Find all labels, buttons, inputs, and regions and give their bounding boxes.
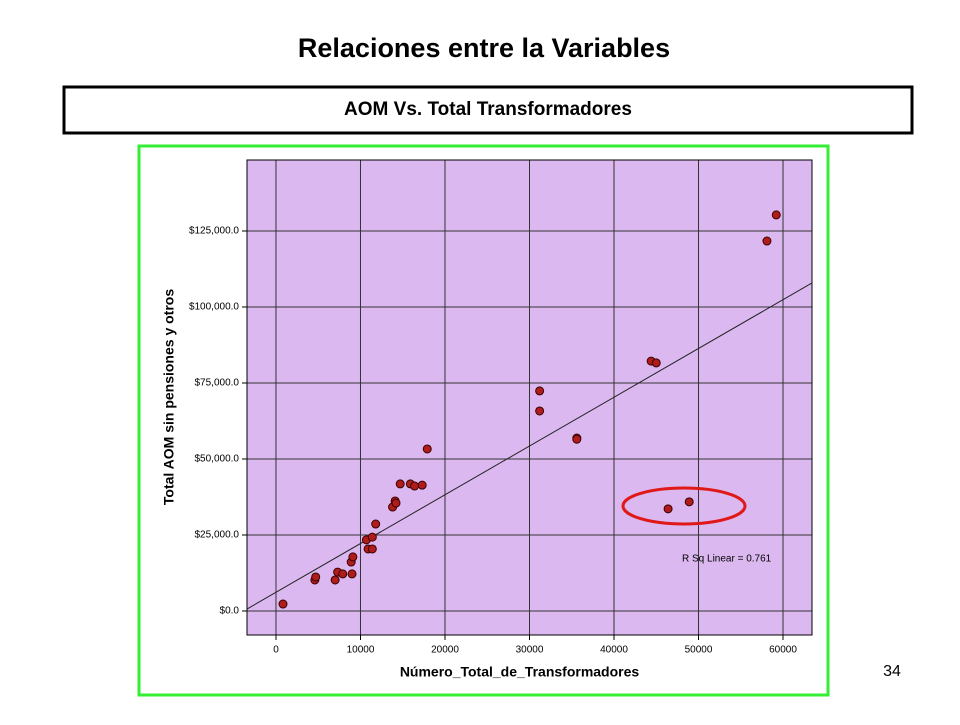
x-axis-label: Número_Total_de_Transformadores: [400, 664, 640, 680]
y-tick-label: $0.0: [220, 606, 240, 617]
x-tick-label: 0: [273, 645, 279, 656]
point: [651, 358, 661, 368]
annotation: R Sq Linear = 0.761: [682, 554, 772, 565]
x-tick-label: 50000: [685, 645, 713, 656]
x-tick-label: 20000: [431, 645, 459, 656]
point: [535, 406, 545, 416]
subtitle: AOM Vs. Total Transformadores: [344, 99, 632, 120]
point: [417, 480, 427, 490]
point: [391, 498, 401, 508]
y-tick-label: $25,000.0: [195, 530, 240, 541]
point: [338, 569, 348, 579]
point: [347, 569, 357, 579]
highlight-ellipse: [621, 486, 747, 526]
point: [771, 210, 781, 220]
x-tick-label: 40000: [600, 645, 628, 656]
x-tick-label: 10000: [347, 645, 375, 656]
point: [367, 532, 377, 542]
point: [395, 479, 405, 489]
plot-border: [246, 159, 813, 636]
y-tick-label: $125,000.0: [189, 226, 239, 237]
point: [371, 519, 381, 529]
point: [278, 599, 288, 609]
point: [663, 504, 673, 514]
point: [348, 552, 358, 562]
point: [535, 386, 545, 396]
point: [330, 575, 340, 585]
trend-line: [246, 282, 813, 610]
subtitle-box: [62, 85, 914, 135]
point: [422, 444, 432, 454]
x-tick-label: 60000: [769, 645, 797, 656]
point: [684, 497, 694, 507]
y-tick-label: $50,000.0: [195, 454, 240, 465]
y-tick-label: $75,000.0: [195, 378, 240, 389]
point: [762, 236, 772, 246]
x-tick-label: 30000: [516, 645, 544, 656]
point: [367, 544, 377, 554]
page-number: 34: [883, 663, 901, 680]
y-axis-label: Total AOM sin pensiones y otros: [161, 289, 177, 505]
slide-title: Relaciones entre la Variables: [298, 33, 670, 63]
point: [410, 481, 420, 491]
y-tick-label: $100,000.0: [189, 302, 239, 313]
point: [572, 434, 582, 444]
point: [311, 572, 321, 582]
